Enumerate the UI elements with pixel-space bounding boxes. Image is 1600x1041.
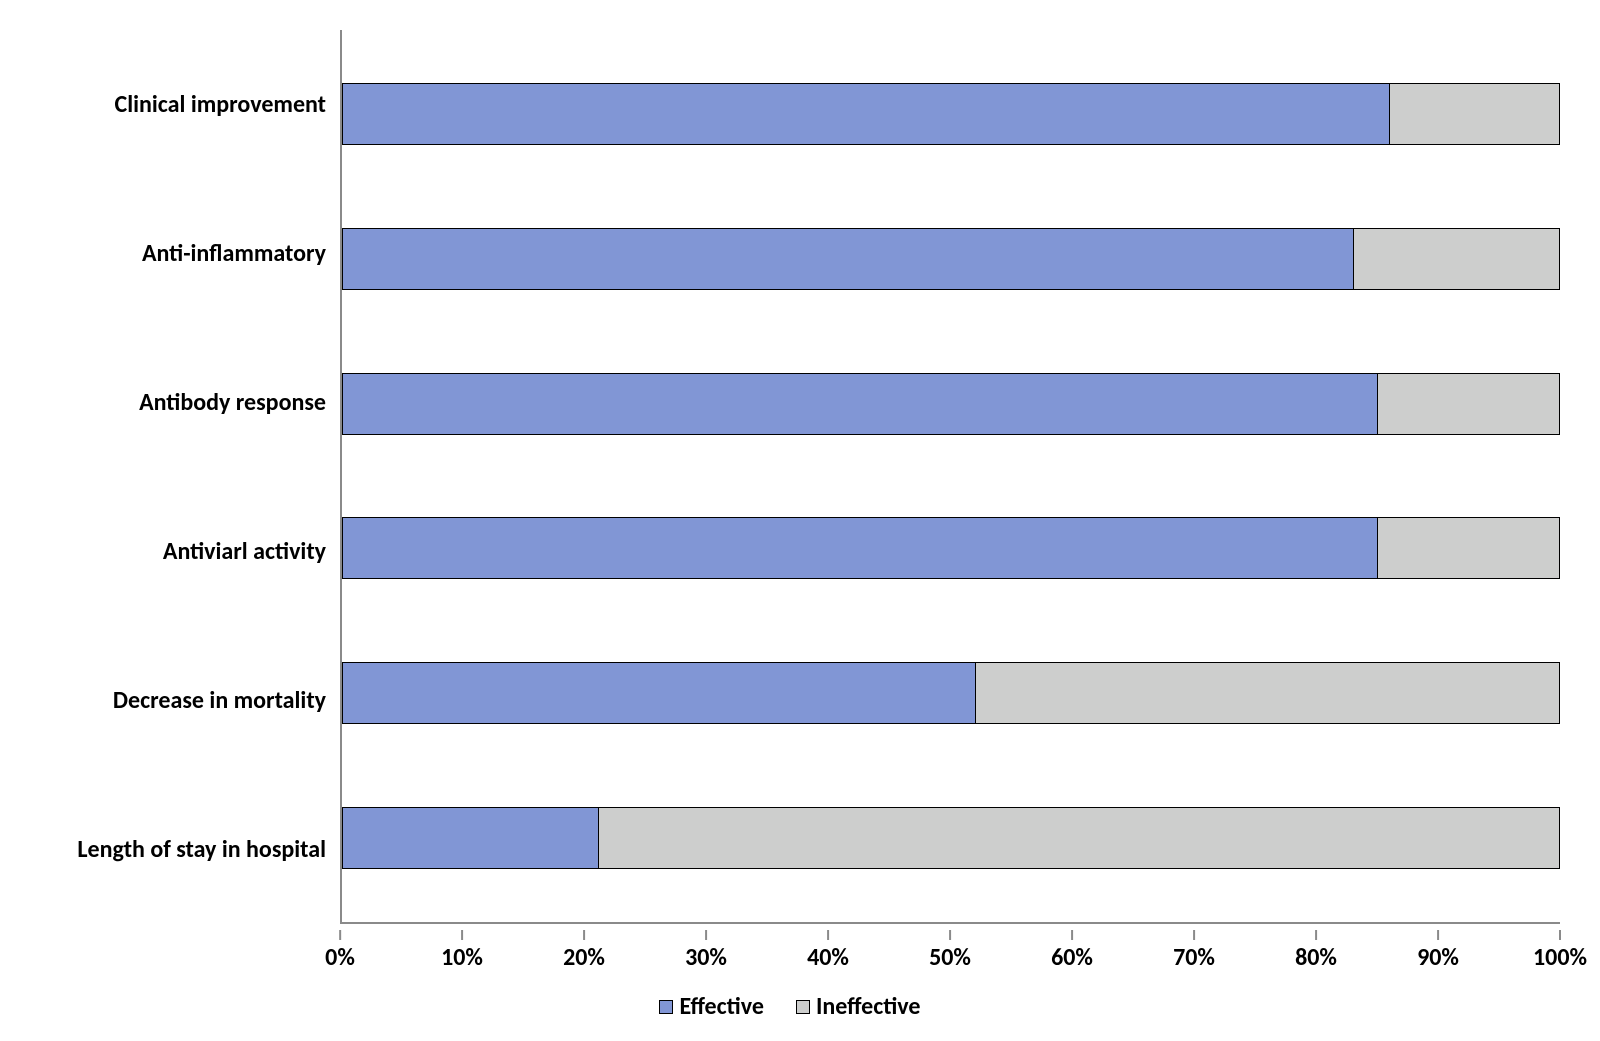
x-axis-tick: 100% <box>1533 930 1587 972</box>
bar-segment-effective <box>342 517 1377 579</box>
x-axis-tick-label: 50% <box>929 943 971 972</box>
bar-segment-effective <box>342 807 598 869</box>
legend-swatch-icon <box>796 1000 810 1014</box>
x-axis-tick: 40% <box>807 930 849 972</box>
plot-row: Clinical improvement Anti-inflammatory Ant… <box>20 30 1560 924</box>
bar-segment-effective <box>342 83 1389 145</box>
x-axis-tick: 60% <box>1051 930 1093 972</box>
bar-row <box>342 662 1560 724</box>
tick-mark <box>1437 930 1439 940</box>
bar-row <box>342 228 1560 290</box>
x-axis-tick: 80% <box>1295 930 1337 972</box>
x-axis-tick-label: 10% <box>441 943 483 972</box>
legend-label: Effective <box>679 992 763 1021</box>
tick-mark <box>1193 930 1195 940</box>
x-axis: 0%10%20%30%40%50%60%70%80%90%100% <box>20 930 1560 976</box>
x-axis-tick-label: 60% <box>1051 943 1093 972</box>
tick-mark <box>1071 930 1073 940</box>
x-axis-tick-label: 80% <box>1295 943 1337 972</box>
bar-segment-ineffective <box>1377 517 1560 579</box>
x-axis-tick-label: 20% <box>563 943 605 972</box>
y-axis-label: Anti-inflammatory <box>20 239 326 268</box>
y-axis-label: Antiviarl activity <box>20 537 326 566</box>
y-axis-label: Length of stay in hospital <box>20 835 326 864</box>
x-axis-tick: 10% <box>441 930 483 972</box>
x-axis-tick-label: 70% <box>1173 943 1215 972</box>
bar-segment-ineffective <box>1377 373 1560 435</box>
tick-mark <box>1559 930 1561 940</box>
x-axis-tick: 0% <box>325 930 355 972</box>
y-axis-label: Clinical improvement <box>20 90 326 119</box>
tick-mark <box>705 930 707 940</box>
bar-segment-effective <box>342 373 1377 435</box>
x-axis-ticks: 0%10%20%30%40%50%60%70%80%90%100% <box>340 930 1560 976</box>
legend: Effective Ineffective <box>20 992 1560 1021</box>
bar-row <box>342 517 1560 579</box>
tick-mark <box>583 930 585 940</box>
bar-segment-ineffective <box>1353 228 1560 290</box>
x-axis-tick: 30% <box>685 930 727 972</box>
legend-label: Ineffective <box>816 992 921 1021</box>
bar-segment-ineffective <box>598 807 1560 869</box>
x-axis-tick: 70% <box>1173 930 1215 972</box>
y-axis-label: Antibody response <box>20 388 326 417</box>
legend-item-ineffective: Ineffective <box>796 992 921 1021</box>
legend-item-effective: Effective <box>659 992 763 1021</box>
bar-row <box>342 807 1560 869</box>
plot-area <box>340 30 1560 924</box>
bar-segment-ineffective <box>975 662 1560 724</box>
bar-row <box>342 373 1560 435</box>
tick-mark <box>461 930 463 940</box>
tick-mark <box>949 930 951 940</box>
bar-segment-effective <box>342 662 975 724</box>
x-axis-tick-label: 40% <box>807 943 849 972</box>
y-axis-labels: Clinical improvement Anti-inflammatory Ant… <box>20 30 340 924</box>
legend-swatch-icon <box>659 1000 673 1014</box>
x-axis-tick: 20% <box>563 930 605 972</box>
x-axis-tick-label: 0% <box>325 943 355 972</box>
x-axis-tick-label: 100% <box>1533 943 1587 972</box>
x-axis-tick: 90% <box>1417 930 1459 972</box>
x-axis-tick-label: 30% <box>685 943 727 972</box>
bar-segment-effective <box>342 228 1353 290</box>
tick-mark <box>339 930 341 940</box>
y-axis-label: Decrease in mortality <box>20 686 326 715</box>
tick-mark <box>1315 930 1317 940</box>
stacked-bar-chart: Clinical improvement Anti-inflammatory Ant… <box>20 30 1560 1021</box>
bar-row <box>342 83 1560 145</box>
tick-mark <box>827 930 829 940</box>
x-axis-tick-label: 90% <box>1417 943 1459 972</box>
bar-segment-ineffective <box>1389 83 1560 145</box>
x-axis-tick: 50% <box>929 930 971 972</box>
